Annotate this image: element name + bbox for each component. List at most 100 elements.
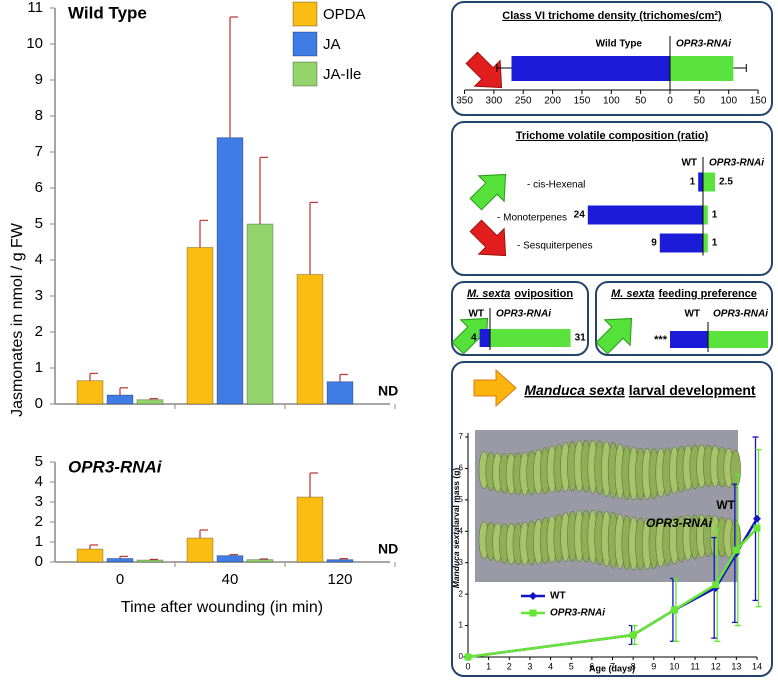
bar — [136, 559, 164, 563]
error-bar — [259, 156, 268, 224]
marker — [753, 524, 761, 532]
error-bar — [496, 64, 512, 72]
x-axis-label: Time after wounding (in min) — [121, 599, 323, 616]
preference-bar — [708, 331, 768, 348]
marker — [629, 631, 637, 639]
value-label: 24 — [574, 210, 586, 221]
title-italic: M. sexta — [467, 288, 510, 300]
y-tick-label: 1 — [35, 533, 43, 550]
category-label: - Sesquiterpenes — [517, 241, 593, 252]
chart-title: OPR3-RNAi — [68, 457, 163, 476]
y-tick-label: 3 — [459, 558, 464, 567]
annotation: ND — [378, 541, 398, 557]
x-tick-label: 8 — [631, 661, 636, 671]
y-tick-label: 11 — [27, 0, 43, 16]
value-label: 2.5 — [719, 177, 733, 188]
bar — [216, 555, 244, 563]
error-bar — [149, 397, 158, 400]
x-tick-label: 3 — [527, 661, 532, 671]
error-bar — [119, 387, 128, 395]
annotation: ND — [378, 383, 398, 399]
bar — [186, 246, 214, 405]
y-tick-label: 9 — [35, 71, 43, 88]
panel-title: Trichome volatile composition (ratio) — [516, 130, 709, 142]
bar — [326, 381, 354, 405]
series-label: WT — [684, 309, 700, 320]
legend-label: JA — [323, 36, 341, 53]
panel-title: M. sexta feeding preference — [611, 288, 757, 300]
annotation: *** — [654, 334, 668, 346]
bar — [703, 205, 708, 225]
series-label: OPR3-RNAi — [676, 39, 731, 50]
y-tick-label: 7 — [459, 432, 464, 441]
y-tick-label: 6 — [35, 179, 43, 196]
bar — [246, 559, 274, 563]
bar — [76, 380, 104, 405]
label-text: larval mass (g) — [451, 468, 461, 528]
y-tick-label: 5 — [35, 215, 43, 232]
error-bar — [89, 544, 98, 549]
y-tick-label: 0 — [35, 395, 43, 412]
x-tick-label: 50 — [635, 96, 647, 107]
x-tick-label: 0 — [465, 661, 470, 671]
error-bar — [309, 472, 318, 497]
error-bar — [229, 553, 238, 556]
y-tick-label: 2 — [35, 513, 43, 530]
x-axis-label: Age (days) — [589, 663, 635, 673]
bar — [587, 205, 703, 225]
value-label: 31 — [575, 333, 587, 344]
y-tick-label: 5 — [35, 453, 43, 470]
bar — [186, 537, 214, 563]
line — [467, 527, 758, 659]
x-tick-label: 250 — [515, 96, 532, 107]
x-tick-label: 0 — [667, 96, 673, 107]
bar — [296, 273, 324, 405]
x-tick-label: 0 — [116, 571, 124, 588]
x-tick-label: 1 — [486, 661, 491, 671]
y-tick-label: 6 — [459, 464, 464, 473]
bar — [479, 329, 490, 347]
preference-bar — [670, 331, 708, 348]
x-tick-label: 50 — [694, 96, 706, 107]
bar — [490, 329, 571, 347]
y-tick-label: 1 — [35, 359, 43, 376]
y-tick-label: 2 — [459, 589, 464, 598]
bar — [106, 394, 134, 405]
y-tick-label: 4 — [35, 473, 43, 490]
label-italic: Manduca sexta — [451, 527, 461, 588]
x-tick-label: 150 — [574, 96, 591, 107]
value-label: 1 — [712, 238, 718, 249]
bar — [106, 557, 134, 563]
x-tick-label: 10 — [669, 661, 679, 671]
x-tick-label: 12 — [711, 661, 721, 671]
bar — [296, 496, 324, 563]
error-bar — [339, 373, 348, 382]
value-label: 1 — [712, 210, 718, 221]
series-label: Wild Type — [596, 39, 643, 50]
x-tick-label: 6 — [589, 661, 594, 671]
x-tick-label: 200 — [544, 96, 561, 107]
series-label: WT — [681, 158, 697, 169]
bar — [216, 137, 244, 405]
series-label: OPR3-RNAi — [713, 309, 768, 320]
error-bar — [199, 219, 208, 248]
error-bar — [733, 64, 747, 72]
value-label: 9 — [651, 238, 657, 249]
x-tick-label: 13 — [731, 661, 741, 671]
marker — [753, 514, 761, 523]
legend-label: OPDA — [323, 6, 366, 23]
y-axis-label: Jasmonates in nmol / g FW — [9, 222, 26, 417]
marker — [670, 606, 678, 614]
panel-title: Manduca sexta larval development — [524, 382, 756, 398]
y-tick-label: 2 — [35, 323, 43, 340]
series-label: WT — [468, 309, 484, 320]
x-tick-label: 2 — [507, 661, 512, 671]
category-label: - Monoterpenes — [497, 213, 567, 224]
title-text: larval development — [629, 382, 756, 398]
y-tick-label: 4 — [35, 251, 43, 268]
series-label: OPR3-RNAi — [709, 158, 764, 169]
y-tick-label: 8 — [35, 107, 43, 124]
y-tick-label: 10 — [26, 35, 43, 52]
